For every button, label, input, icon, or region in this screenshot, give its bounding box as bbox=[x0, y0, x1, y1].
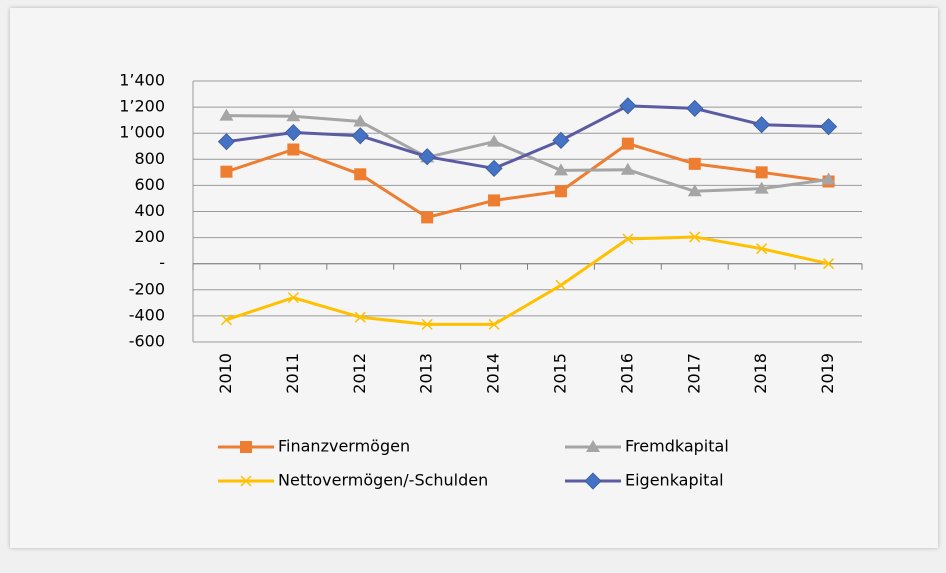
data-point bbox=[687, 184, 702, 197]
x-tick-label: 2016 bbox=[617, 353, 636, 394]
series-line bbox=[226, 114, 829, 193]
y-tick-label: -200 bbox=[129, 279, 165, 298]
y-tick-label: 200 bbox=[134, 227, 165, 246]
data-point bbox=[488, 194, 501, 207]
y-tick-label: 400 bbox=[134, 201, 165, 220]
x-tick-label: 2015 bbox=[550, 353, 569, 394]
data-point bbox=[689, 231, 701, 243]
series-line bbox=[225, 142, 829, 219]
data-point bbox=[287, 292, 299, 304]
x-tick-label: 2019 bbox=[818, 353, 837, 394]
data-point bbox=[219, 108, 234, 121]
data-point bbox=[554, 185, 567, 198]
x-tick-label: 2018 bbox=[751, 353, 770, 394]
data-point bbox=[217, 133, 236, 151]
data-point bbox=[418, 148, 436, 166]
data-point bbox=[220, 165, 233, 178]
x-tick-label: 2012 bbox=[350, 353, 369, 394]
y-tick-label: -600 bbox=[129, 332, 165, 351]
data-point bbox=[756, 243, 768, 255]
data-point bbox=[754, 181, 769, 194]
data-point bbox=[619, 97, 637, 115]
x-tick-label: 2010 bbox=[216, 353, 235, 394]
data-point bbox=[755, 166, 768, 179]
legend-marker bbox=[240, 441, 252, 453]
data-point bbox=[353, 114, 368, 127]
data-point bbox=[555, 279, 567, 291]
data-point bbox=[488, 318, 500, 330]
data-point bbox=[553, 163, 568, 176]
data-point bbox=[753, 116, 771, 134]
y-tick-label: -400 bbox=[129, 305, 165, 324]
data-point bbox=[287, 143, 300, 156]
y-tick-label: - bbox=[159, 253, 165, 272]
data-point bbox=[622, 233, 634, 245]
series-line bbox=[225, 235, 829, 326]
legend-label: Finanzvermögen bbox=[278, 437, 410, 456]
data-point bbox=[421, 318, 433, 330]
y-tick-label: 1’400 bbox=[119, 71, 165, 90]
data-point bbox=[284, 123, 302, 142]
y-tick-label: 800 bbox=[134, 149, 165, 168]
x-tick-label: 2011 bbox=[283, 353, 302, 394]
x-tick-label: 2013 bbox=[417, 353, 436, 394]
x-tick-label: 2014 bbox=[484, 353, 503, 394]
legend-label: Eigenkapital bbox=[625, 471, 724, 490]
data-point bbox=[351, 127, 369, 145]
data-point bbox=[823, 258, 835, 270]
data-point bbox=[421, 211, 434, 224]
data-point bbox=[487, 134, 502, 147]
legend-label: Fremdkapital bbox=[625, 437, 729, 456]
y-tick-label: 1’200 bbox=[119, 97, 165, 116]
data-point bbox=[354, 311, 366, 323]
series-line bbox=[226, 104, 829, 170]
y-tick-label: 600 bbox=[134, 175, 165, 194]
legend-marker bbox=[586, 440, 600, 452]
legend-label: Nettovermögen/-Schulden bbox=[278, 471, 488, 490]
y-tick-label: 1’000 bbox=[119, 123, 165, 142]
data-point bbox=[686, 99, 704, 117]
data-point bbox=[819, 118, 838, 136]
chart-card bbox=[10, 8, 938, 548]
x-tick-label: 2017 bbox=[684, 353, 703, 394]
legend-marker bbox=[240, 475, 252, 487]
legend-marker bbox=[584, 472, 602, 490]
data-point bbox=[286, 109, 301, 122]
data-point bbox=[485, 159, 503, 178]
data-point bbox=[220, 314, 232, 326]
data-point bbox=[620, 162, 635, 175]
data-point bbox=[552, 131, 570, 149]
data-point bbox=[688, 157, 701, 170]
data-point bbox=[354, 168, 367, 181]
data-point bbox=[621, 137, 634, 150]
data-point bbox=[821, 172, 836, 185]
